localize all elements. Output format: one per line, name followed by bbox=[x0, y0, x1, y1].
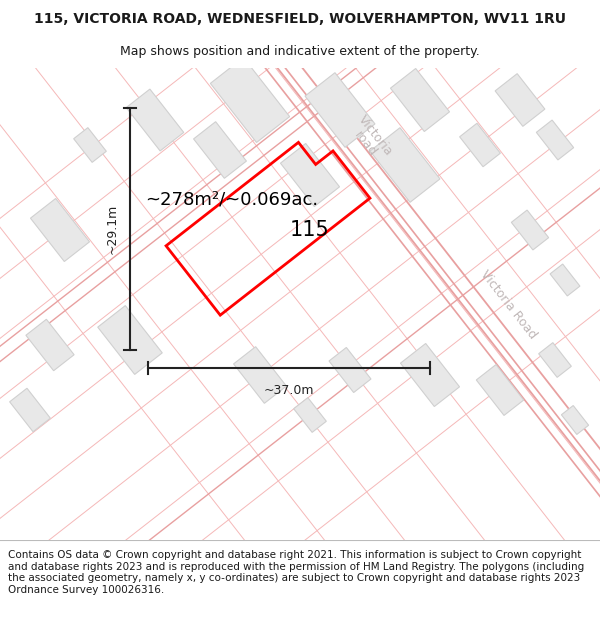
Text: Map shows position and indicative extent of the property.: Map shows position and indicative extent… bbox=[120, 44, 480, 58]
Polygon shape bbox=[26, 319, 74, 371]
Polygon shape bbox=[476, 364, 524, 416]
Polygon shape bbox=[329, 348, 371, 392]
Polygon shape bbox=[31, 199, 89, 261]
Polygon shape bbox=[293, 398, 326, 432]
Text: Contains OS data © Crown copyright and database right 2021. This information is : Contains OS data © Crown copyright and d… bbox=[8, 550, 584, 595]
Polygon shape bbox=[495, 74, 545, 126]
Polygon shape bbox=[539, 342, 571, 377]
Polygon shape bbox=[74, 127, 106, 162]
Polygon shape bbox=[370, 127, 440, 202]
Polygon shape bbox=[460, 123, 500, 167]
Text: ~37.0m: ~37.0m bbox=[264, 384, 314, 396]
Polygon shape bbox=[233, 347, 286, 403]
Polygon shape bbox=[10, 388, 50, 432]
Text: ~29.1m: ~29.1m bbox=[106, 204, 119, 254]
Text: Victoria
road: Victoria road bbox=[345, 113, 395, 167]
Polygon shape bbox=[550, 264, 580, 296]
Text: 115: 115 bbox=[290, 220, 330, 240]
Text: 115, VICTORIA ROAD, WEDNESFIELD, WOLVERHAMPTON, WV11 1RU: 115, VICTORIA ROAD, WEDNESFIELD, WOLVERH… bbox=[34, 12, 566, 26]
Polygon shape bbox=[562, 406, 589, 434]
Polygon shape bbox=[536, 120, 574, 160]
Polygon shape bbox=[391, 69, 449, 131]
Polygon shape bbox=[98, 306, 162, 374]
Polygon shape bbox=[194, 122, 247, 178]
Polygon shape bbox=[305, 72, 375, 148]
Polygon shape bbox=[511, 210, 548, 250]
Text: Victoria Road: Victoria Road bbox=[477, 268, 539, 342]
Text: ~278m²/~0.069ac.: ~278m²/~0.069ac. bbox=[145, 191, 318, 209]
Polygon shape bbox=[211, 58, 290, 142]
Polygon shape bbox=[400, 344, 460, 406]
Polygon shape bbox=[126, 89, 184, 151]
Polygon shape bbox=[280, 144, 340, 206]
